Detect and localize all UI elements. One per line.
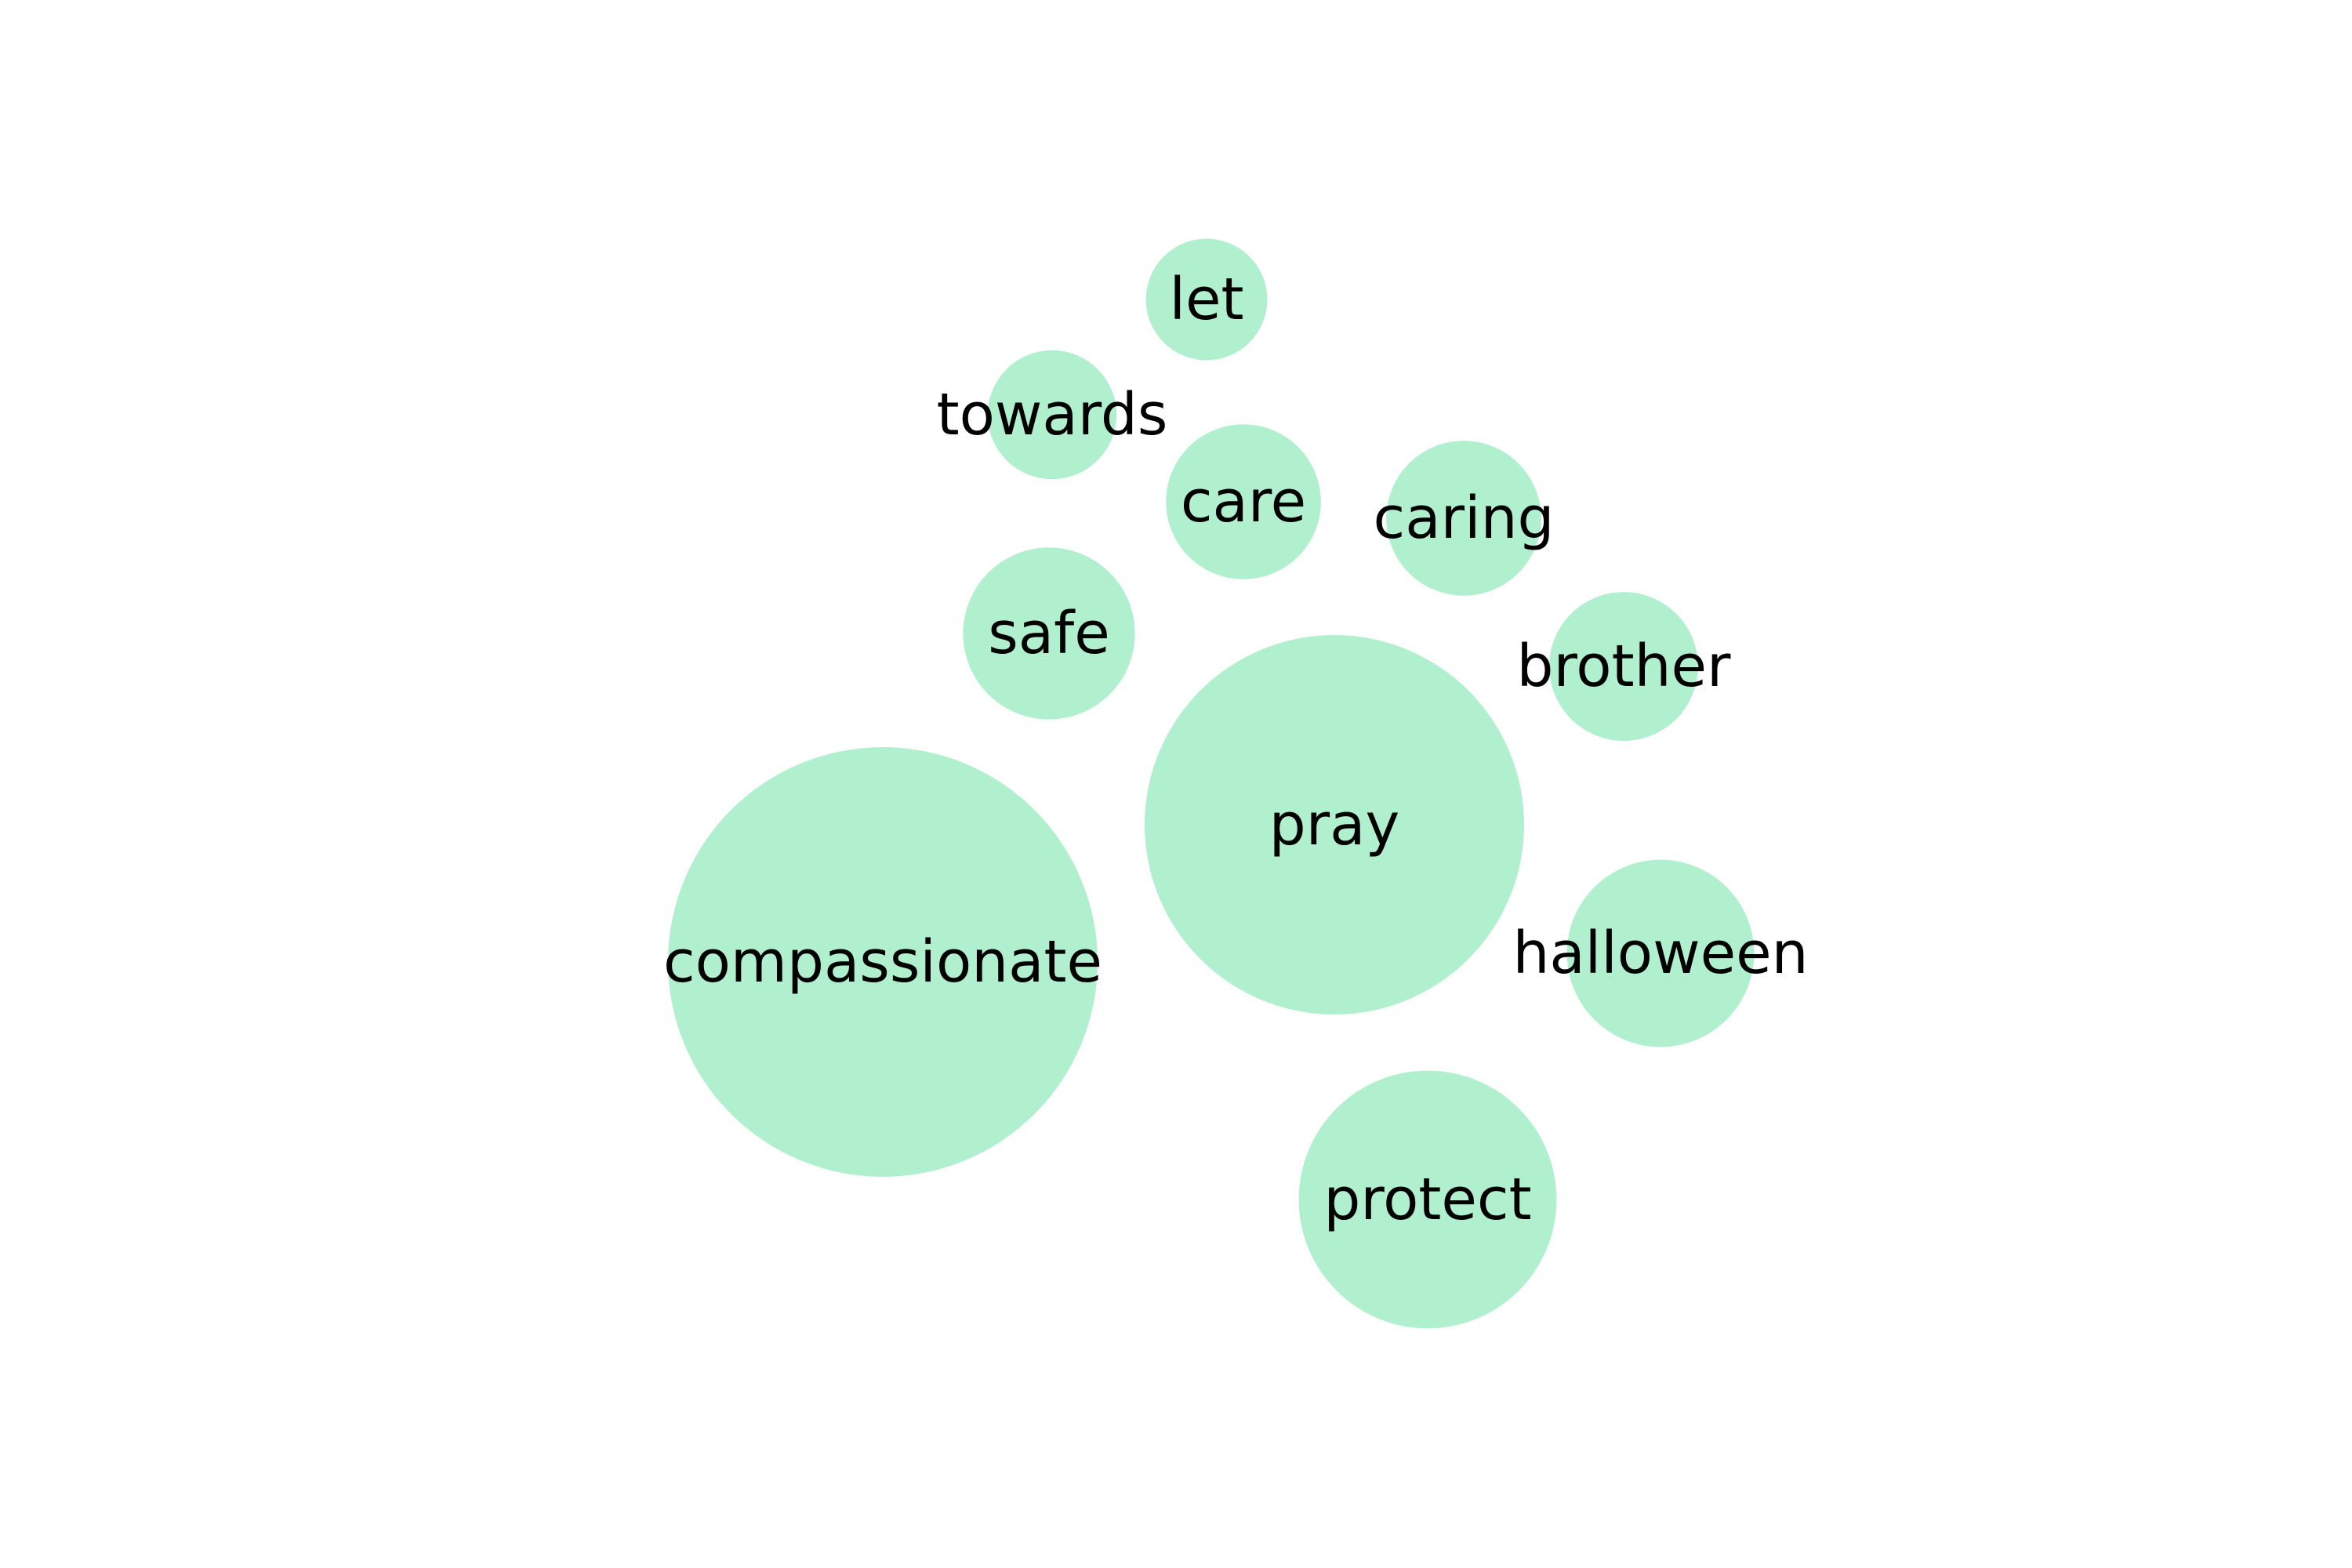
bubble-circle (1145, 635, 1524, 1014)
bubble-circle (1298, 1070, 1557, 1329)
bubble-label: safe (988, 600, 1109, 667)
bubble-label: caring (1374, 485, 1555, 552)
bubble-circle (987, 350, 1117, 480)
bubble-circle (1145, 238, 1268, 361)
bubble-label: compassionate (663, 928, 1102, 996)
bubble-circle (668, 747, 1098, 1177)
bubble-safe: safe (963, 547, 1135, 720)
bubble-label: pray (1269, 791, 1400, 858)
bubble-towards: towards (937, 350, 1168, 480)
bubble-label: halloween (1512, 920, 1808, 987)
bubble-compassionate: compassionate (663, 747, 1102, 1177)
bubble-label: care (1181, 468, 1306, 535)
bubble-halloween: halloween (1512, 859, 1809, 1047)
bubble-circle (1166, 424, 1321, 579)
bubble-pray: pray (1145, 635, 1524, 1014)
bubble-label: brother (1517, 633, 1731, 700)
bubble-let: let (1145, 238, 1268, 361)
bubble-brother: brother (1517, 592, 1731, 741)
bubble-circle (1386, 441, 1541, 596)
bubble-label: towards (937, 381, 1168, 448)
bubble-circle (1549, 592, 1698, 741)
bubble-circle (1566, 859, 1755, 1047)
bubble-care: care (1166, 424, 1321, 579)
bubble-caring: caring (1374, 441, 1555, 596)
bubble-label: protect (1323, 1166, 1531, 1233)
bubble-protect: protect (1298, 1070, 1557, 1329)
bubble-circle (963, 547, 1135, 720)
bubble-label: let (1169, 266, 1243, 333)
